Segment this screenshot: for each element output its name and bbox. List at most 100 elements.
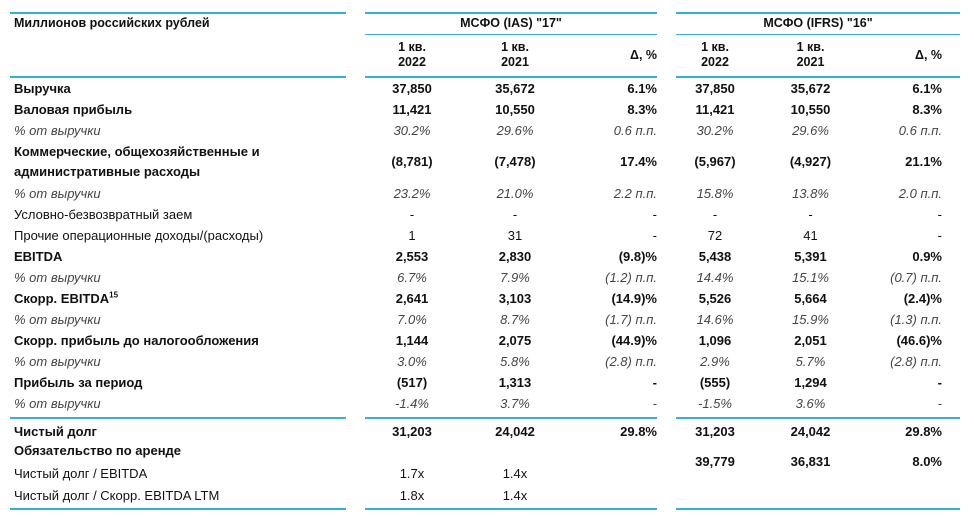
cell-ias-2022: 7.0% [397, 312, 427, 327]
cell-ifrs-2021: 5,391 [794, 249, 827, 264]
table-row-profit-period: Прибыль за период (517) 1,313 - (555) 1,… [0, 372, 974, 393]
cell-ias-2022: 37,850 [392, 81, 432, 96]
table-row-pct: % от выручки -1.4% 3.7% - -1.5% 3.6% - [0, 393, 974, 414]
cell-ifrs-2021: (4,927) [789, 154, 832, 169]
header-bottom-rule-ifrs [676, 76, 960, 78]
cell-ifrs-delta: - [937, 375, 942, 390]
col-ias-2021-year: 2021 [501, 55, 529, 69]
cell-ias-2021: 29.6% [496, 123, 534, 138]
cell-ifrs-2021: 10,550 [790, 102, 831, 117]
cell-ias-2022: 2,641 [395, 291, 429, 306]
cell-ifrs-2022: 15.8% [696, 186, 734, 201]
cell-ias-2022: 31,203 [392, 424, 432, 439]
cell-ifrs-delta: (1.3) п.п. [890, 312, 942, 327]
cell-ias-2022: 2,553 [395, 249, 429, 264]
cell-ifrs-2021: 36,831 [790, 454, 831, 469]
cell-ifrs-delta: - [937, 396, 942, 411]
cell-ifrs-delta: 8.0% [912, 454, 942, 469]
cell-ias-2021: 31 [507, 228, 523, 243]
row-label: Прибыль за период [14, 375, 143, 390]
cell-ifrs-2021: 13.8% [792, 186, 829, 201]
cell-ifrs-delta: 2.0 п.п. [898, 186, 942, 201]
cell-ias-delta: (2.8) п.п. [605, 354, 657, 369]
cell-ifrs-delta: (46.6)% [896, 333, 942, 348]
row-label: Скорр. EBITDA15 [14, 288, 118, 309]
row-label: % от выручки [14, 270, 101, 285]
cell-ifrs-2021: 41 [803, 228, 818, 243]
top-rule-ifrs [676, 12, 960, 14]
header-bottom-rule-left [10, 76, 346, 78]
top-rule-ias [365, 12, 657, 14]
cell-ifrs-2022: 14.4% [696, 270, 734, 285]
row-label: Прочие операционные доходы/(расходы) [14, 228, 264, 243]
table-row-pct: % от выручки 6.7% 7.9% (1.2) п.п. 14.4% … [0, 267, 974, 288]
cell-ias-2022: 30.2% [393, 123, 431, 138]
group-ias-header: МСФО (IAS) "17" [460, 16, 562, 30]
cell-ias-2022: 23.2% [393, 186, 431, 201]
cell-ias-2022: 1.8x [399, 488, 425, 503]
cell-ias-2022: (517) [396, 375, 428, 390]
bottom-rule-ias [365, 508, 657, 510]
cell-ifrs-delta: 8.3% [912, 102, 942, 117]
row-label: % от выручки [14, 312, 101, 327]
cell-ifrs-2022: 5,526 [698, 291, 732, 306]
net-debt-rule-left [10, 417, 346, 419]
cell-ifrs-2022 [670, 463, 760, 484]
cell-ifrs-2022: - [712, 207, 718, 222]
cell-ias-2021: 5.8% [500, 354, 530, 369]
row-label: Скорр. прибыль до налогообложения [14, 333, 259, 348]
cell-ifrs-2021: 5.7% [795, 354, 826, 369]
col-ifrs-2021-year: 2021 [796, 55, 825, 69]
header-bottom-rule-ias [365, 76, 657, 78]
cell-ias-2021: 8.7% [500, 312, 530, 327]
cell-ias-2021: 2,075 [498, 333, 532, 348]
cell-ifrs-delta: 6.1% [912, 81, 942, 96]
cell-ifrs-delta: - [937, 207, 942, 222]
cell-ias-2022: 3.0% [397, 354, 427, 369]
cell-ias-2021: - [512, 207, 518, 222]
cell-ias-delta: - [652, 396, 657, 411]
col-ifrs-2021-header: 1 кв. 2021 [763, 40, 858, 70]
group-ifrs-rule [676, 34, 960, 35]
table-row-adj-pbt: Скорр. прибыль до налогообложения 1,144 … [0, 330, 974, 351]
cell-ias-delta [575, 440, 657, 461]
row-label: Чистый долг / EBITDA [14, 466, 148, 481]
row-label-line1: Коммерческие, общехозяйственные и [14, 144, 260, 159]
col-ias-2022-header: 1 кв. 2022 [368, 40, 456, 70]
cell-ifrs-2022: (5,967) [694, 154, 736, 169]
table-row-conditional-loan: Условно-безвозвратный заем - - - - - - [0, 204, 974, 225]
cell-ias-delta: - [652, 207, 657, 222]
cell-ifrs-delta: (0.7) п.п. [890, 270, 942, 285]
cell-ifrs-delta: 0.6 п.п. [898, 123, 942, 138]
row-label-line2: административные расходы [14, 164, 201, 179]
row-label: % от выручки [14, 123, 101, 138]
cell-ifrs-2021: 5,664 [794, 291, 827, 306]
bottom-rule-ifrs [676, 508, 960, 510]
cell-ifrs-delta: (2.4)% [903, 291, 942, 306]
row-label: Условно-безвозвратный заем [14, 207, 193, 222]
cell-ifrs-2022: 14.6% [696, 312, 734, 327]
cell-ias-delta [575, 463, 657, 484]
row-label: Чистый долг / Скорр. EBITDA LTM [14, 488, 220, 503]
col-ias-2021-q: 1 кв. [501, 40, 529, 54]
cell-ifrs-2022: 11,421 [695, 102, 735, 117]
cell-ifrs-2021: 3.6% [795, 396, 826, 411]
row-label: % от выручки [14, 186, 101, 201]
cell-ifrs-2021: 1,294 [794, 375, 827, 390]
col-ias-2022-q: 1 кв. [398, 40, 426, 54]
cell-ifrs-2022 [670, 485, 760, 506]
cell-ias-delta: - [652, 375, 657, 390]
cell-ias-2022: - [409, 207, 415, 222]
cell-ias-delta: 2.2 п.п. [613, 186, 657, 201]
table-row-nd-ebitda: Чистый долг / EBITDA 1.7x 1.4x [0, 463, 974, 484]
cell-ias-2022: 1 [408, 228, 416, 243]
table-row-pct: % от выручки 30.2% 29.6% 0.6 п.п. 30.2% … [0, 120, 974, 141]
group-ifrs-header: МСФО (IFRS) "16" [763, 16, 873, 30]
group-ias-rule [365, 34, 657, 35]
col-ias-2022-year: 2022 [398, 55, 426, 69]
cell-ias-delta: 6.1% [627, 81, 657, 96]
cell-ias-2021: (7,478) [494, 154, 536, 169]
cell-ifrs-2022: 30.2% [696, 123, 734, 138]
cell-ifrs-2022: (555) [699, 375, 731, 390]
table-row-lease: Обязательство по аренде 39,779 36,831 8.… [0, 440, 974, 470]
